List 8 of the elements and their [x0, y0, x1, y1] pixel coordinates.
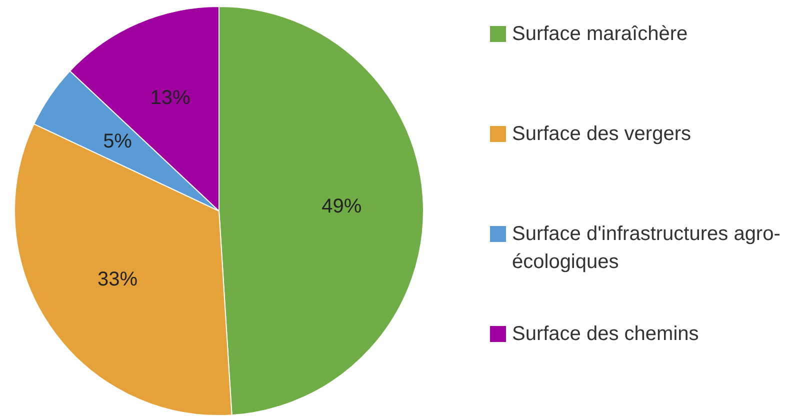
- legend-label: Surface d'infrastructures agro-écologiques: [512, 222, 782, 275]
- legend-label: Surface des vergers: [512, 122, 691, 147]
- data-label: 13%: [150, 86, 190, 109]
- data-label: 49%: [322, 196, 362, 218]
- data-label: 5%: [103, 130, 132, 153]
- legend-label: Surface des chemins: [512, 322, 699, 347]
- legend-label: Surface maraîchère: [512, 22, 688, 47]
- data-label: 33%: [98, 268, 138, 290]
